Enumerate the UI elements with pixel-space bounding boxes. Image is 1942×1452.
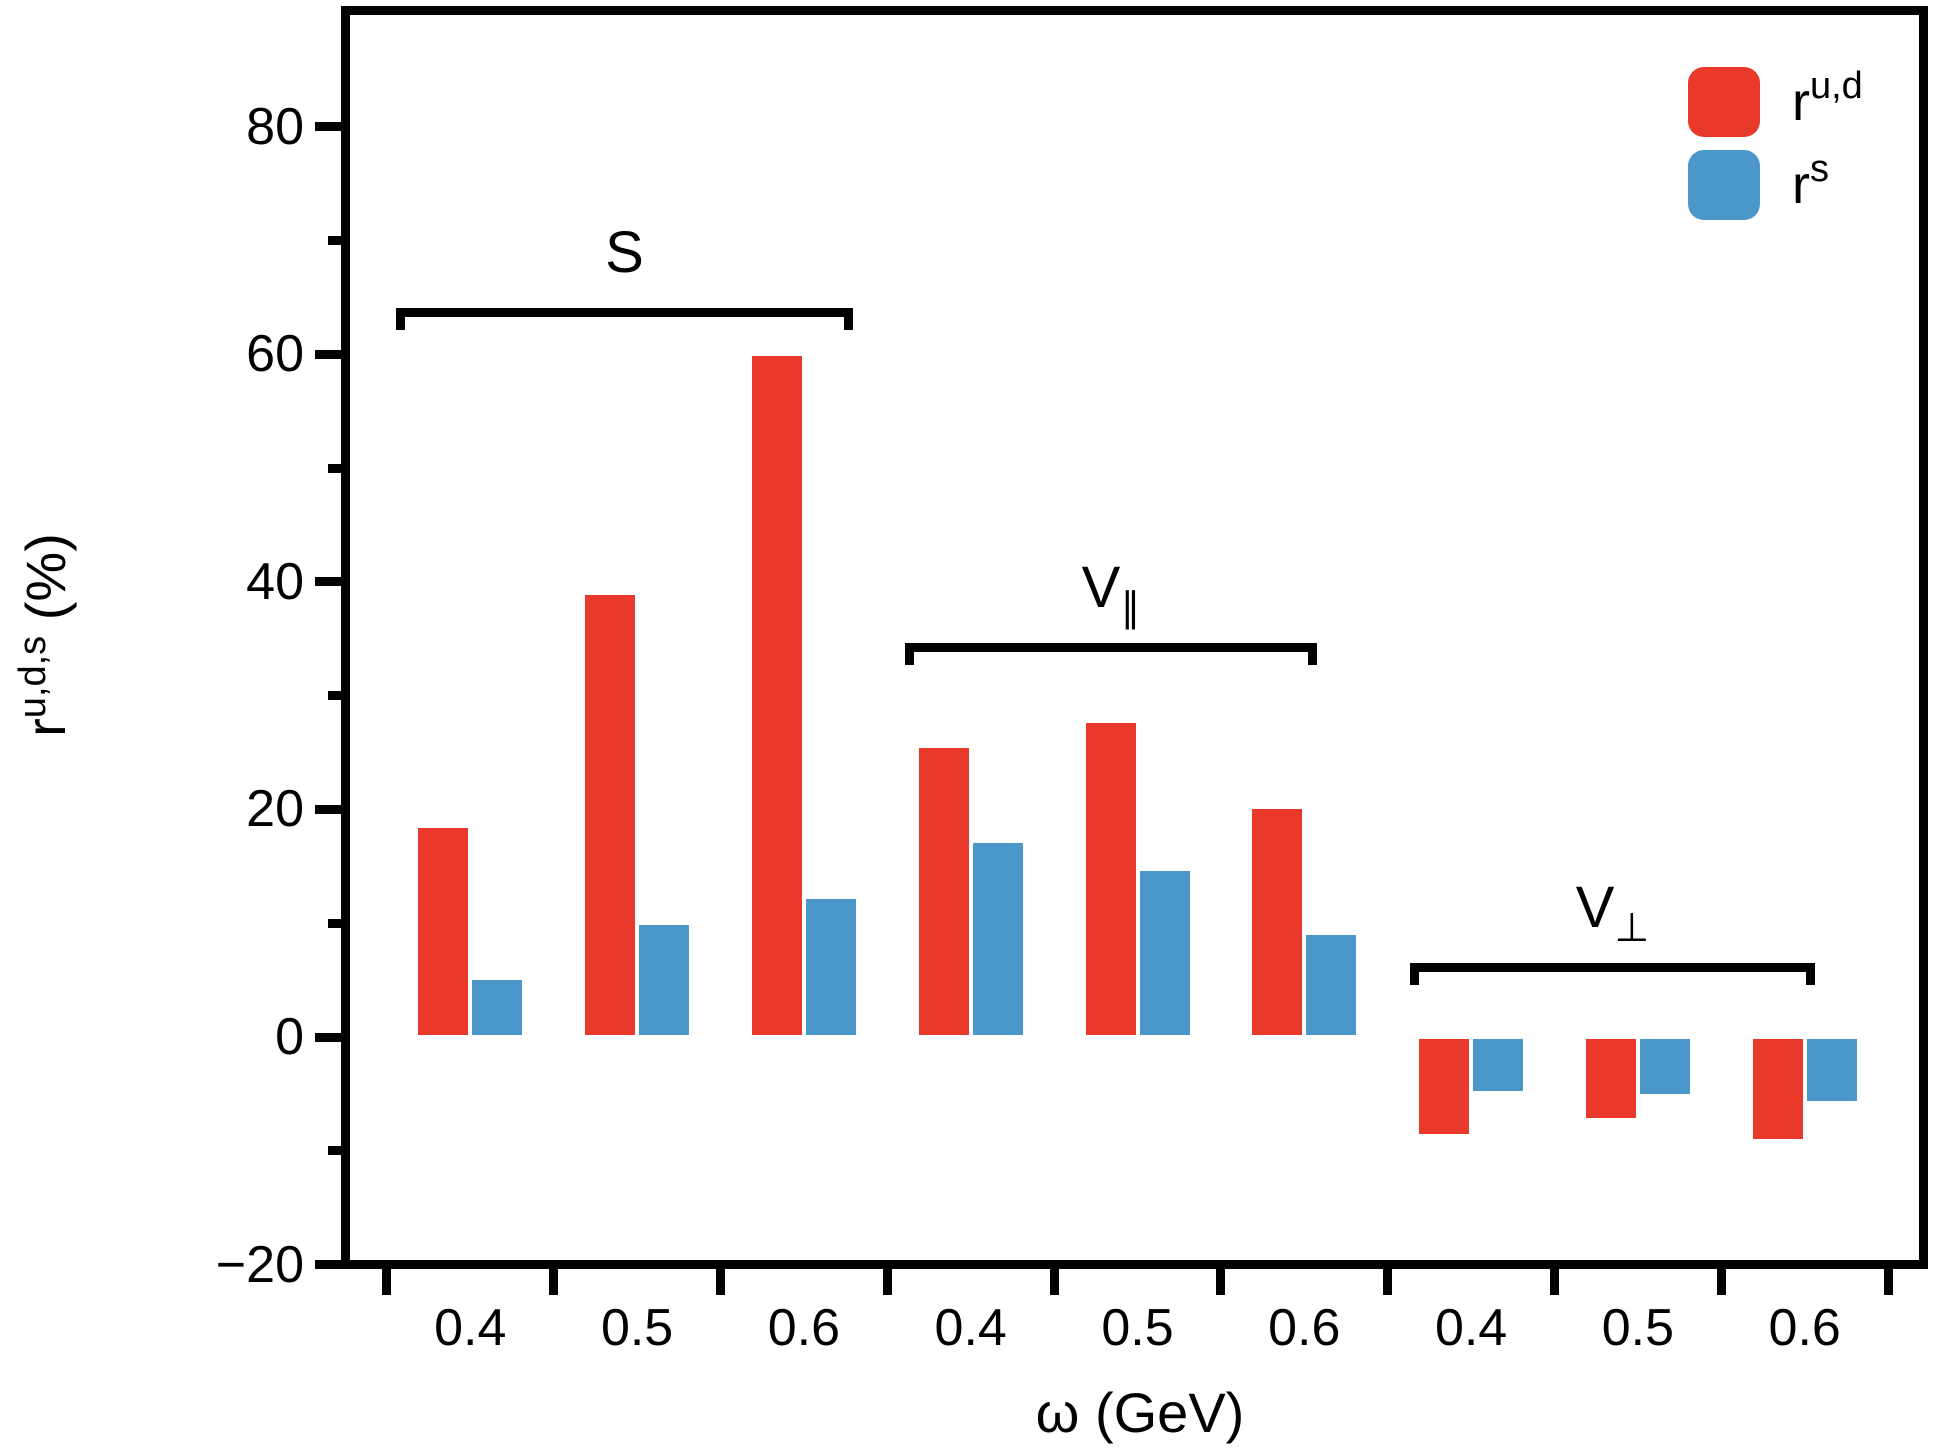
- bracket-cap-right-V-parallel: [1308, 642, 1317, 665]
- bar-rud-V-parallel-0.5: [1083, 720, 1138, 1037]
- bar-rs-V-parallel-0.4: [970, 841, 1025, 1037]
- y-major-tick-60: [315, 349, 341, 359]
- x-tick-3: [882, 1269, 892, 1295]
- x-tick-label-V-perp-0.4: 0.4: [1434, 1299, 1508, 1357]
- group-label-S: S: [605, 224, 644, 282]
- bar-rud-S-0.5: [583, 593, 638, 1037]
- y-tick-label--20: −20: [215, 1235, 304, 1294]
- bar-rud-S-0.4: [416, 826, 471, 1037]
- y-minor-tick--10: [328, 1146, 341, 1156]
- bar-rs-V-perp-0.4: [1471, 1037, 1526, 1093]
- legend-entry-rs: rs: [1688, 150, 1829, 220]
- x-tick-1: [549, 1269, 559, 1295]
- bar-rud-V-parallel-0.4: [916, 745, 971, 1037]
- y-axis-label-base: r: [14, 718, 77, 737]
- bar-rs-S-0.5: [637, 923, 692, 1037]
- x-tick-label-V-parallel-0.6: 0.6: [1268, 1299, 1341, 1357]
- x-tick-5: [1216, 1269, 1226, 1295]
- bracket-cap-right-S: [844, 307, 853, 330]
- y-major-tick-80: [315, 122, 341, 132]
- x-tick-label-S-0.5: 0.5: [600, 1299, 674, 1357]
- bracket-S: [396, 307, 853, 330]
- bar-rud-V-perp-0.5: [1583, 1037, 1638, 1121]
- bracket-V-parallel: [905, 642, 1317, 665]
- y-minor-tick-70: [328, 235, 341, 245]
- group-label-base-V-parallel: V: [1081, 555, 1121, 620]
- y-tick-label-40: 40: [246, 552, 304, 611]
- legend-swatch-rud: [1688, 67, 1760, 137]
- bar-rs-V-perp-0.6: [1804, 1037, 1859, 1103]
- y-tick-label-80: 80: [246, 97, 304, 156]
- bracket-cap-right-V-perp: [1806, 962, 1815, 985]
- legend-label-rs: rs: [1792, 150, 1829, 220]
- group-label-base-S: S: [605, 220, 644, 285]
- group-label-base-V-perp: V: [1575, 875, 1615, 940]
- y-tick-label-20: 20: [246, 780, 304, 839]
- bar-rud-V-perp-0.4: [1417, 1037, 1472, 1136]
- group-label-V-parallel: V∥: [1082, 559, 1141, 629]
- y-minor-tick-10: [328, 918, 341, 928]
- x-tick-2: [716, 1269, 725, 1295]
- bracket-cap-left-V-parallel: [905, 642, 914, 665]
- bar-rud-S-0.6: [749, 354, 804, 1037]
- x-tick-6: [1383, 1269, 1393, 1295]
- group-label-subscript-V-parallel: ∥: [1120, 586, 1141, 630]
- x-axis-label: ω (GeV): [1035, 1381, 1245, 1444]
- x-tick-0: [382, 1269, 392, 1295]
- bar-rud-V-perp-0.6: [1750, 1037, 1805, 1141]
- y-minor-tick-30: [328, 691, 341, 701]
- bar-rud-V-parallel-0.6: [1250, 807, 1305, 1037]
- x-tick-label-V-perp-0.6: 0.6: [1768, 1299, 1841, 1357]
- legend-label-base-rud: r: [1792, 72, 1810, 132]
- legend-label-rud: ru,d: [1792, 67, 1863, 137]
- legend-label-superscript-rs: s: [1809, 148, 1829, 190]
- x-tick-9: [1883, 1269, 1893, 1295]
- y-major-tick-0: [315, 1032, 341, 1042]
- x-tick-label-S-0.6: 0.6: [767, 1299, 841, 1357]
- x-tick-8: [1716, 1269, 1726, 1295]
- legend-label-superscript-rud: u,d: [1809, 65, 1863, 107]
- bar-rs-V-perp-0.5: [1637, 1037, 1692, 1097]
- x-tick-7: [1550, 1269, 1559, 1295]
- x-tick-4: [1049, 1269, 1059, 1295]
- bracket-cap-left-V-perp: [1410, 962, 1419, 985]
- legend-swatch-rs: [1688, 150, 1760, 220]
- y-minor-tick-50: [328, 463, 341, 473]
- group-label-V-perp: V⊥: [1576, 879, 1650, 949]
- y-tick-label-0: 0: [275, 1008, 304, 1066]
- y-axis-label-superscript: u,d,s: [12, 635, 54, 719]
- legend-label-base-rs: r: [1792, 155, 1810, 215]
- bar-rs-S-0.4: [470, 977, 525, 1037]
- y-major-tick-20: [315, 804, 341, 814]
- bracket-cap-left-S: [396, 307, 405, 330]
- x-tick-label-V-parallel-0.4: 0.4: [934, 1299, 1007, 1357]
- y-major-tick--20: [315, 1260, 341, 1270]
- y-tick-label-60: 60: [246, 325, 304, 384]
- x-tick-label-V-parallel-0.5: 0.5: [1101, 1299, 1174, 1357]
- bar-rs-V-parallel-0.5: [1137, 868, 1192, 1037]
- bar-rs-V-parallel-0.6: [1304, 933, 1359, 1037]
- bracket-V-perp: [1410, 962, 1815, 985]
- group-label-subscript-V-perp: ⊥: [1614, 906, 1650, 950]
- x-tick-label-V-perp-0.5: 0.5: [1601, 1299, 1675, 1357]
- bar-rs-S-0.6: [803, 897, 858, 1037]
- y-major-tick-40: [315, 577, 341, 587]
- legend-entry-rud: ru,d: [1688, 67, 1863, 137]
- x-tick-label-S-0.4: 0.4: [434, 1299, 507, 1357]
